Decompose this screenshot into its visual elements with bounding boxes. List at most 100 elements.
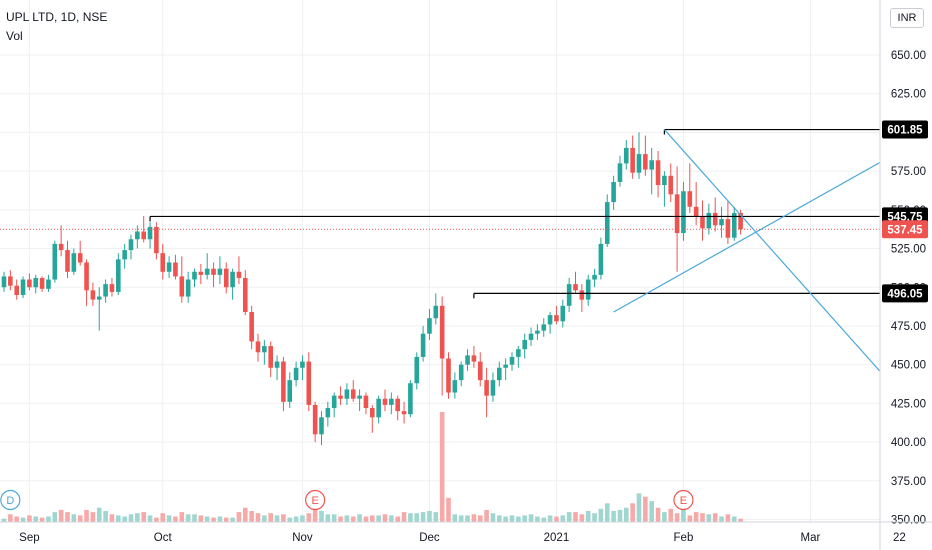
time-tick-label: Oct: [154, 532, 173, 544]
candle-body: [433, 305, 439, 319]
currency-button[interactable]: INR: [890, 8, 924, 28]
candle-body: [465, 355, 470, 365]
candle-body: [46, 279, 51, 289]
volume-bar: [249, 511, 254, 522]
volume-bar: [566, 512, 572, 522]
candle-body: [281, 361, 286, 402]
volume-bar: [357, 514, 362, 522]
candle-body: [503, 364, 508, 368]
earnings-marker: [305, 489, 326, 511]
time-axis[interactable]: Sep Oct Nov Dec 2021 Feb Mar 22: [0, 521, 932, 544]
candle-body: [573, 284, 578, 291]
volume-bar: [223, 517, 229, 522]
candle-body: [268, 346, 273, 368]
candle-body: [262, 346, 267, 353]
candle-body: [649, 160, 654, 170]
candle-body: [147, 226, 153, 240]
volume-bar: [458, 515, 464, 522]
drawing-lines[interactable]: [0, 128, 929, 426]
candle-body: [350, 389, 356, 399]
candle-body: [712, 212, 718, 226]
volume-bar: [465, 515, 470, 522]
volume-bar: [439, 412, 445, 522]
candle-body: [293, 367, 299, 381]
time-tick-label: Feb: [674, 532, 694, 544]
volume-bar: [71, 514, 77, 522]
volume-bar: [681, 506, 686, 522]
candle-body: [395, 398, 400, 412]
candle-body: [643, 154, 648, 170]
volume-bar: [160, 513, 166, 522]
volume-indicator-label[interactable]: Vol: [6, 29, 23, 43]
volume-bar: [547, 515, 553, 522]
volume-bar: [376, 515, 381, 522]
candle-body: [58, 243, 64, 251]
volume-bar: [135, 513, 140, 522]
volume-bar: [725, 514, 731, 522]
candle-body: [566, 284, 572, 306]
volume-bar: [401, 512, 407, 522]
candle-body: [611, 181, 616, 203]
price-tick-label: 625.00: [891, 89, 926, 101]
volume-bar: [687, 515, 693, 522]
volume-bar: [649, 501, 654, 522]
volume-bar: [166, 515, 172, 522]
candle-body: [598, 243, 604, 275]
candle-body: [192, 271, 197, 280]
volume-bar: [414, 513, 420, 522]
candle-body: [674, 194, 680, 234]
price-axis[interactable]: 650.00625.00600.00575.00550.00525.00500.…: [879, 0, 932, 550]
volume-bar: [147, 515, 153, 522]
volume-bar: [179, 512, 185, 522]
candle-body: [65, 250, 70, 272]
time-tick-label: Nov: [292, 532, 313, 544]
candle-body: [706, 212, 712, 229]
candle-body: [687, 191, 693, 207]
candle-body: [541, 324, 547, 331]
price-tick-label: 350.00: [891, 515, 926, 527]
volume-bar: [255, 513, 261, 522]
volume-bar: [116, 515, 121, 522]
volume-bar: [503, 516, 508, 522]
candle-body: [255, 341, 261, 353]
candle-body: [8, 276, 13, 286]
candle-body: [681, 191, 686, 234]
candle-body: [363, 395, 369, 409]
candle-body: [249, 312, 254, 342]
price-tick-label: 375.00: [891, 476, 926, 488]
volume-bar: [592, 513, 597, 522]
volume-bar: [96, 507, 102, 522]
candle-body: [230, 271, 235, 288]
candle-body: [14, 285, 19, 295]
dividend-marker: [0, 489, 21, 511]
candle-body: [96, 296, 102, 300]
candle-body: [71, 253, 77, 272]
candle-body: [560, 305, 566, 322]
time-tick-label: 2021: [544, 532, 570, 544]
candle-body: [274, 361, 280, 368]
volume-bar: [560, 515, 566, 522]
volume-bar: [173, 516, 178, 522]
volume-bar: [217, 516, 223, 522]
candle-body: [357, 395, 362, 399]
volume-bar: [516, 516, 521, 522]
candle-body: [198, 271, 204, 275]
candle-body: [179, 276, 185, 297]
candle-body: [338, 395, 343, 399]
volume-bar: [363, 516, 369, 522]
volume-bar: [344, 515, 350, 522]
volume-bar: [331, 514, 337, 522]
volume-bar: [541, 517, 547, 522]
volume-bar: [230, 517, 235, 522]
volume-bar: [20, 517, 26, 522]
volume-bar: [693, 512, 699, 522]
trend-line: [613, 134, 929, 313]
volume-bar: [554, 516, 559, 522]
volume-bar: [598, 508, 604, 522]
volume-bar: [477, 515, 483, 522]
volume-bar: [141, 512, 146, 522]
volume-bar: [738, 518, 743, 522]
candle-body: [408, 383, 413, 415]
